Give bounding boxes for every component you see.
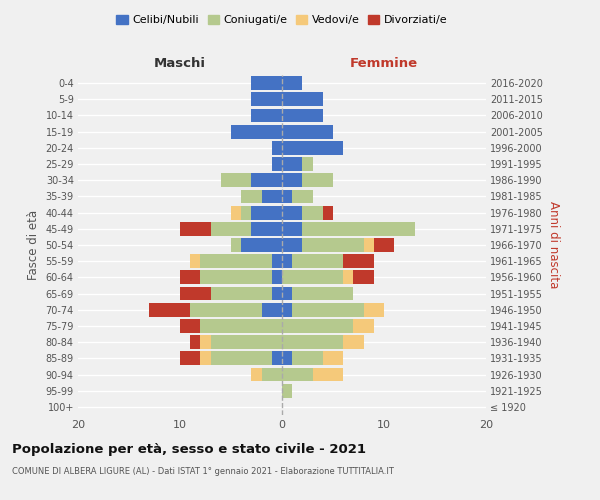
Bar bbox=[282, 108, 323, 122]
Bar bbox=[364, 238, 374, 252]
Bar bbox=[272, 141, 282, 154]
Bar bbox=[272, 254, 282, 268]
Bar bbox=[180, 222, 211, 235]
Text: Maschi: Maschi bbox=[154, 57, 206, 70]
Bar bbox=[374, 238, 394, 252]
Bar bbox=[282, 190, 292, 203]
Bar bbox=[282, 206, 302, 220]
Bar bbox=[180, 319, 200, 333]
Bar bbox=[251, 174, 282, 187]
Bar bbox=[282, 270, 343, 284]
Bar bbox=[180, 286, 211, 300]
Bar bbox=[190, 336, 200, 349]
Bar bbox=[302, 174, 333, 187]
Bar bbox=[211, 336, 282, 349]
Bar bbox=[353, 319, 374, 333]
Bar bbox=[180, 352, 200, 365]
Text: Femmine: Femmine bbox=[350, 57, 418, 70]
Text: Popolazione per età, sesso e stato civile - 2021: Popolazione per età, sesso e stato civil… bbox=[12, 442, 366, 456]
Bar bbox=[292, 254, 343, 268]
Bar bbox=[292, 303, 364, 316]
Bar bbox=[251, 92, 282, 106]
Bar bbox=[241, 206, 251, 220]
Bar bbox=[343, 336, 364, 349]
Bar bbox=[262, 368, 282, 382]
Bar bbox=[282, 303, 292, 316]
Bar bbox=[282, 222, 302, 235]
Bar bbox=[200, 270, 272, 284]
Bar bbox=[231, 238, 241, 252]
Bar bbox=[149, 303, 190, 316]
Bar bbox=[272, 270, 282, 284]
Bar bbox=[282, 141, 343, 154]
Bar bbox=[211, 222, 251, 235]
Bar bbox=[241, 190, 262, 203]
Bar bbox=[180, 270, 200, 284]
Bar bbox=[282, 254, 292, 268]
Bar bbox=[343, 254, 374, 268]
Bar bbox=[302, 157, 313, 171]
Bar bbox=[292, 352, 323, 365]
Bar bbox=[262, 303, 282, 316]
Bar bbox=[190, 303, 262, 316]
Bar bbox=[364, 303, 384, 316]
Bar bbox=[282, 125, 333, 138]
Y-axis label: Fasce di età: Fasce di età bbox=[27, 210, 40, 280]
Bar bbox=[323, 206, 333, 220]
Bar bbox=[282, 92, 323, 106]
Bar bbox=[200, 352, 211, 365]
Bar bbox=[200, 319, 282, 333]
Text: COMUNE DI ALBERA LIGURE (AL) - Dati ISTAT 1° gennaio 2021 - Elaborazione TUTTITA: COMUNE DI ALBERA LIGURE (AL) - Dati ISTA… bbox=[12, 468, 394, 476]
Bar bbox=[241, 238, 282, 252]
Bar bbox=[282, 76, 302, 90]
Bar bbox=[251, 108, 282, 122]
Bar bbox=[251, 206, 282, 220]
Bar bbox=[282, 286, 292, 300]
Bar bbox=[302, 222, 415, 235]
Bar bbox=[282, 368, 313, 382]
Bar bbox=[302, 238, 364, 252]
Bar bbox=[251, 368, 262, 382]
Legend: Celibi/Nubili, Coniugati/e, Vedovi/e, Divorziati/e: Celibi/Nubili, Coniugati/e, Vedovi/e, Di… bbox=[112, 10, 452, 30]
Bar bbox=[190, 254, 200, 268]
Y-axis label: Anni di nascita: Anni di nascita bbox=[547, 202, 560, 288]
Bar bbox=[200, 336, 211, 349]
Bar bbox=[343, 270, 353, 284]
Bar bbox=[211, 352, 272, 365]
Bar bbox=[302, 206, 323, 220]
Bar bbox=[211, 286, 272, 300]
Bar bbox=[282, 157, 302, 171]
Bar bbox=[282, 319, 353, 333]
Bar bbox=[251, 76, 282, 90]
Bar bbox=[282, 336, 343, 349]
Bar bbox=[231, 206, 241, 220]
Bar bbox=[221, 174, 251, 187]
Bar bbox=[272, 157, 282, 171]
Bar bbox=[262, 190, 282, 203]
Bar bbox=[323, 352, 343, 365]
Bar bbox=[313, 368, 343, 382]
Bar bbox=[251, 222, 282, 235]
Bar bbox=[272, 352, 282, 365]
Bar bbox=[282, 238, 302, 252]
Bar bbox=[353, 270, 374, 284]
Bar bbox=[292, 190, 313, 203]
Bar bbox=[272, 286, 282, 300]
Bar bbox=[200, 254, 272, 268]
Bar bbox=[292, 286, 353, 300]
Bar bbox=[282, 352, 292, 365]
Bar bbox=[231, 125, 282, 138]
Bar bbox=[282, 174, 302, 187]
Bar bbox=[282, 384, 292, 398]
